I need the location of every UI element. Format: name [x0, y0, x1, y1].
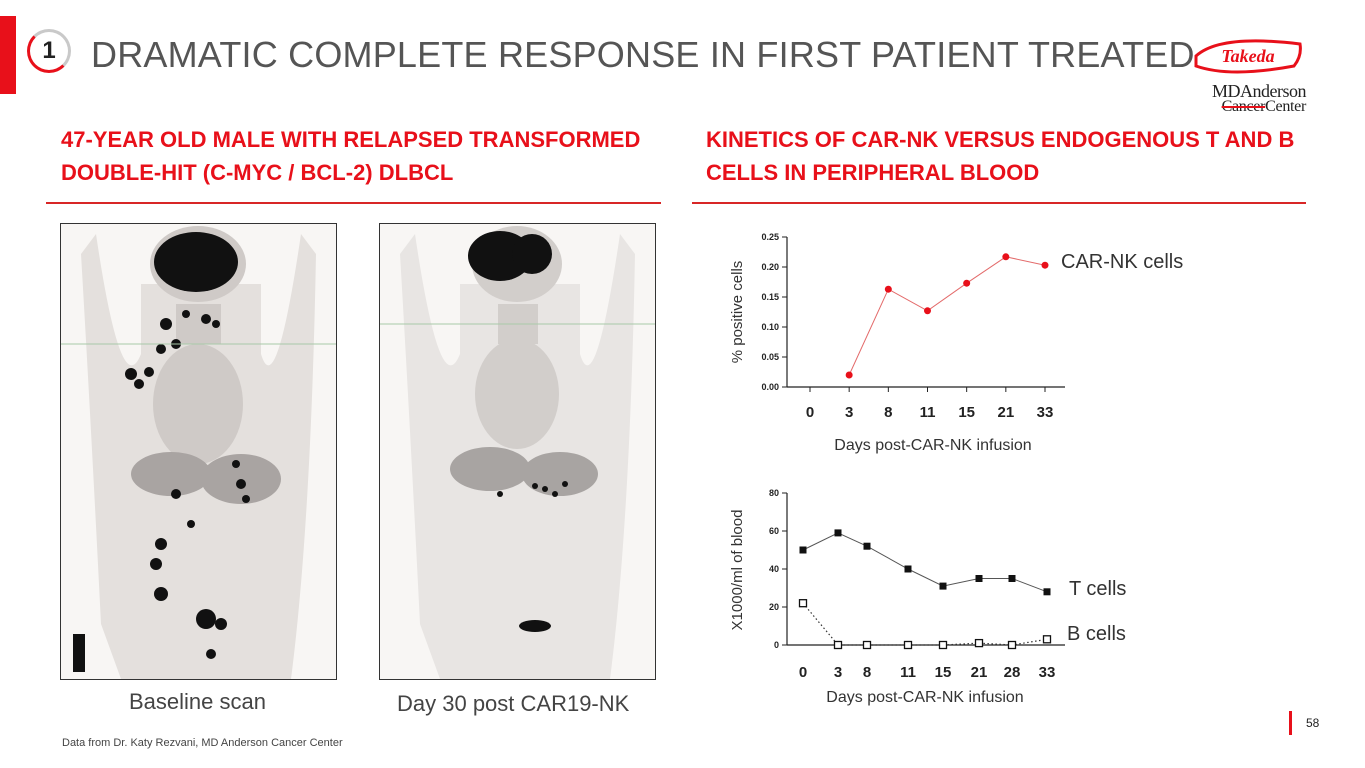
b-cells-point — [974, 638, 984, 648]
x-tick-label: 11 — [920, 404, 936, 421]
section-number: 1 — [42, 37, 56, 64]
b-cells-point — [903, 640, 913, 650]
car-nk-point — [1002, 253, 1010, 261]
mdanderson-logo-line2: CancerCenter — [1190, 98, 1307, 115]
t-cells-point — [975, 575, 983, 582]
x-tick-label: 0 — [799, 664, 807, 681]
source-footnote: Data from Dr. Katy Rezvani, MD Anderson … — [62, 737, 343, 749]
y-tick-label: 60 — [769, 526, 779, 536]
x-tick-label: 15 — [958, 404, 975, 421]
x-tick-label: 28 — [1004, 664, 1021, 681]
right-divider — [692, 202, 1306, 204]
t-cells-series-label: T cells — [1069, 578, 1126, 600]
x-tick-label: 33 — [1039, 664, 1056, 681]
takeda-logo-text: Takeda — [1221, 46, 1274, 66]
x-tick-label: 33 — [1037, 404, 1054, 421]
car-nk-point — [924, 307, 931, 315]
left-heading-line1: 47-YEAR OLD MALE WITH RELAPSED TRANSFORM… — [61, 127, 641, 152]
x-tick-label: 3 — [845, 404, 853, 421]
y-tick-label: 40 — [769, 564, 779, 574]
right-heading-line1: KINETICS OF CAR-NK VERSUS ENDOGENOUS T A… — [706, 127, 1295, 152]
t-cells-point — [799, 546, 807, 554]
car-nk-point — [884, 285, 892, 293]
car-nk-chart: 0.00 0.05 0.10 0.15 0.20 0.25 0 3 8 11 15 21 33 Days … — [729, 232, 1183, 454]
x-axis-label: Days post-CAR-NK infusion — [826, 689, 1023, 706]
car-nk-series-label: CAR-NK cells — [1061, 251, 1183, 273]
y-tick-label: 0.20 — [761, 262, 779, 272]
x-tick-label: 0 — [806, 404, 814, 421]
left-divider — [46, 202, 661, 204]
car-nk-point — [1041, 261, 1049, 269]
mdanderson-logo-cancer: Cancer — [1221, 98, 1266, 115]
b-cells-point — [1007, 640, 1017, 650]
b-cells-series-label: B cells — [1067, 623, 1126, 645]
y-tick-label: 0.00 — [761, 382, 779, 392]
y-tick-label: 0.10 — [761, 322, 779, 332]
mdanderson-logo-line1: MDAnderson — [1212, 81, 1307, 101]
y-tick-label: 20 — [769, 602, 779, 612]
y-tick-label: 0.25 — [761, 232, 779, 242]
baseline-scan-caption: Baseline scan — [129, 689, 266, 714]
b-cells-point — [938, 640, 948, 650]
left-heading-line2: DOUBLE-HIT (C-MYC / BCL-2) DLBCL — [61, 160, 454, 185]
takeda-logo: Takeda — [1194, 39, 1302, 74]
t-cells-point — [1008, 575, 1016, 582]
car-nk-series-line — [848, 256, 1046, 376]
t-cells-point — [834, 529, 842, 537]
x-tick-label: 21 — [971, 664, 988, 681]
t-cells-point — [863, 542, 871, 550]
page-title: DRAMATIC COMPLETE RESPONSE IN FIRST PATI… — [91, 34, 1195, 75]
y-tick-label: 80 — [769, 488, 779, 498]
section-number-badge: 1 — [27, 29, 71, 73]
car-nk-point — [963, 279, 971, 287]
baseline-scan-image — [60, 223, 337, 680]
x-tick-label: 8 — [884, 404, 892, 421]
car-nk-point — [845, 371, 853, 379]
page-number-bar — [1289, 711, 1292, 735]
right-heading: KINETICS OF CAR-NK VERSUS ENDOGENOUS T A… — [706, 123, 1294, 189]
right-heading-line2: CELLS IN PERIPHERAL BLOOD — [706, 160, 1040, 185]
b-cells-point — [862, 640, 872, 650]
mdanderson-logo-center: Center — [1265, 98, 1306, 115]
t-cells-series-line — [802, 532, 1048, 593]
y-tick-label: 0.15 — [761, 292, 779, 302]
y-tick-label: 0 — [774, 640, 779, 650]
t-cells-point — [1043, 588, 1051, 596]
b-cells-point — [798, 599, 808, 608]
y-tick-label: 0.05 — [761, 352, 779, 362]
t-cells-point — [904, 565, 912, 573]
x-tick-label: 11 — [900, 664, 916, 681]
t-cells-point — [939, 582, 947, 590]
t-b-cells-chart: 0 20 40 60 80 0 3 8 11 15 21 28 33 Days post-CAR-NK i… — [729, 488, 1126, 706]
x-axis-label: Days post-CAR-NK infusion — [834, 437, 1031, 454]
b-cells-point — [1042, 635, 1052, 644]
x-tick-label: 3 — [834, 664, 842, 681]
b-cells-series-line — [802, 602, 1048, 646]
y-axis-label: % positive cells — [729, 261, 746, 364]
b-cells-point — [833, 640, 843, 650]
mdanderson-logo: MDAnderson CancerCenter — [1190, 81, 1307, 115]
page-number: 58 — [1306, 716, 1320, 730]
x-tick-label: 21 — [997, 404, 1014, 421]
y-axis-label: X1000/ml of blood — [729, 510, 746, 631]
left-heading: 47-YEAR OLD MALE WITH RELAPSED TRANSFORM… — [61, 123, 640, 189]
day30-scan-caption: Day 30 post CAR19-NK — [397, 691, 630, 716]
kinetics-charts: 0.00 0.05 0.10 0.15 0.20 0.25 0 3 8 11 15 21 33 Days … — [729, 232, 1183, 706]
x-tick-label: 8 — [863, 664, 871, 681]
x-tick-label: 15 — [935, 664, 952, 681]
accent-bar — [0, 16, 16, 94]
day30-scan-image — [379, 223, 656, 680]
